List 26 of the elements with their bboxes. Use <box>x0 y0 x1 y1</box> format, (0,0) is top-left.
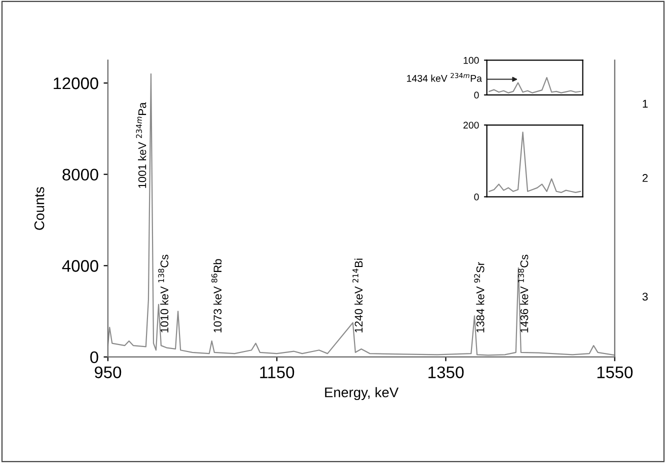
y-tick-label: 4000 <box>62 260 98 272</box>
x-tick-label: 1350 <box>428 366 464 378</box>
annotation: 1073 keV $^{86}$Rb <box>211 259 222 332</box>
annotation: 1240 keV $^{214}$Bi <box>352 258 363 332</box>
y-tick-label: 12000 <box>54 77 98 90</box>
y-axis-title: Counts <box>34 187 44 230</box>
annotation: 1436 keV $^{138}$Cs <box>518 254 528 332</box>
annotation: 1001 keV $^{234m}$Pa <box>136 102 146 188</box>
x-tick-label: 950 <box>94 366 122 378</box>
line-series <box>488 77 581 94</box>
text: 2 <box>642 174 648 182</box>
y-tick-label: 8000 <box>62 168 98 181</box>
text: 1 <box>642 100 648 108</box>
text: 3 <box>642 292 648 301</box>
annotation: 1384 keV $^{92}$Sr <box>474 262 484 332</box>
x-axis-title: Energy, keV <box>325 387 399 400</box>
y-tick-label: 200 <box>463 122 479 129</box>
x-tick-label: 1550 <box>597 366 633 378</box>
y-tick-label: 0 <box>474 194 479 200</box>
y-tick-label: 0 <box>474 92 479 99</box>
annotation: 1434 keV $^{234m}$Pa <box>407 72 482 82</box>
x-tick-label: 1150 <box>260 366 294 378</box>
y-tick-label: 100 <box>464 56 479 64</box>
annotation: 1010 keV $^{138}$Cs <box>158 254 168 332</box>
line-series <box>488 132 581 194</box>
y-tick-label: 0 <box>90 351 98 364</box>
